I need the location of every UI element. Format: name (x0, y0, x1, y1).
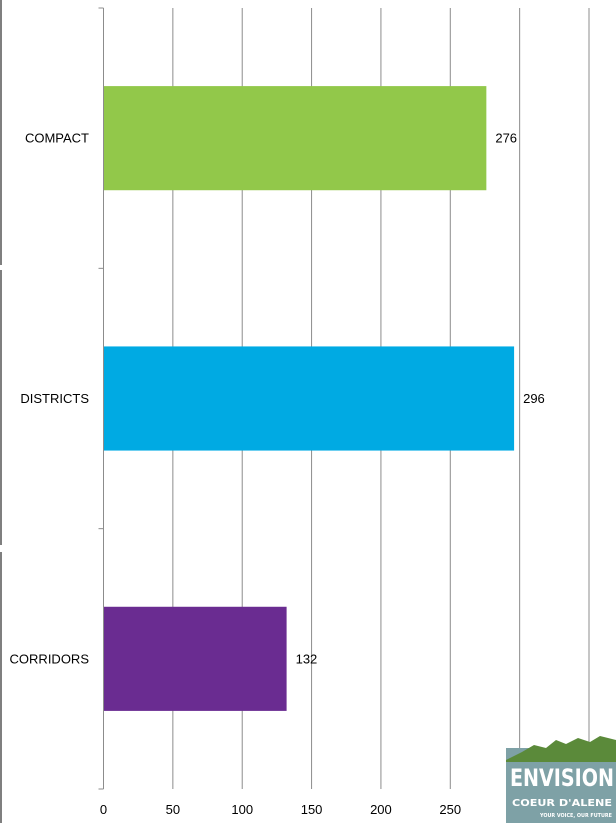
logo-tagline: YOUR VOICE, OUR FUTURE (539, 813, 613, 819)
left-edge-rule-bottom (0, 552, 2, 823)
category-label-districts: DISTRICTS (20, 391, 89, 406)
category-label-compact: COMPACT (25, 131, 89, 146)
value-label-corridors: 132 (296, 651, 318, 666)
logo-subtitle: COEUR D'ALENE (512, 798, 612, 809)
bar-districts (104, 346, 515, 451)
envision-mountain-logo-icon (506, 736, 616, 762)
value-label-compact: 276 (495, 131, 517, 146)
x-tick-label: 250 (439, 802, 461, 817)
left-edge-rule-top (0, 0, 2, 265)
labels: 050100150200250300350COMPACT276DISTRICTS… (10, 131, 600, 817)
logo-name: ENVISION (510, 764, 614, 792)
bars (104, 86, 515, 711)
x-tick-label: 200 (370, 802, 392, 817)
x-tick-label: 50 (166, 802, 180, 817)
bar-compact (104, 86, 487, 191)
value-label-districts: 296 (523, 391, 545, 406)
category-label-corridors: CORRIDORS (10, 651, 90, 666)
x-tick-label: 100 (231, 802, 253, 817)
x-tick-label: 0 (100, 802, 107, 817)
bar-corridors (104, 606, 287, 711)
x-tick-label: 150 (301, 802, 323, 817)
left-edge-rule-middle (0, 270, 2, 545)
axes (98, 7, 104, 790)
envision-logo: ENVISION COEUR D'ALENE YOUR VOICE, OUR F… (506, 736, 616, 823)
